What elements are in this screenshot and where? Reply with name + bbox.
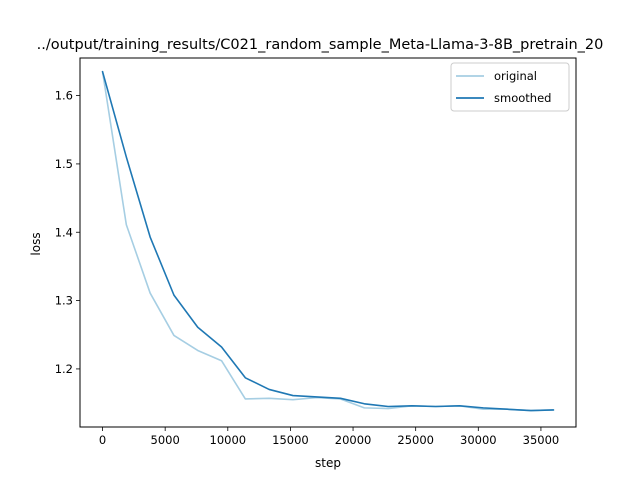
x-tick-label: 5000 [151,433,180,447]
legend-label-original: original [494,69,537,83]
y-axis-label: loss [29,232,43,255]
x-tick-label: 10000 [210,433,247,447]
y-tick-label: 1.6 [55,89,73,103]
series-line-original [101,70,555,412]
x-tick-label: 25000 [397,433,434,447]
axes-frame [79,57,577,428]
x-axis-label: step [315,456,341,470]
legend: original smoothed [450,62,570,112]
series-line-smoothed [101,70,555,412]
x-tick-label: 30000 [460,433,497,447]
legend-box [450,62,570,112]
x-tick-label: 20000 [335,433,372,447]
x-tick-label: 35000 [523,433,560,447]
x-tick-label: 15000 [272,433,309,447]
y-axis: 1.2 1.3 1.4 1.5 1.6 [55,89,80,376]
y-tick-label: 1.3 [55,294,73,308]
plot-area [101,70,555,412]
legend-label-smoothed: smoothed [494,91,551,105]
x-axis: 0 5000 10000 15000 20000 25000 30000 35000 [99,427,559,447]
x-tick-label: 0 [99,433,106,447]
y-tick-label: 1.5 [55,157,73,171]
chart-title: ../output/training_results/C021_random_s… [37,37,604,53]
y-tick-label: 1.2 [55,362,73,376]
y-tick-label: 1.4 [55,225,73,239]
